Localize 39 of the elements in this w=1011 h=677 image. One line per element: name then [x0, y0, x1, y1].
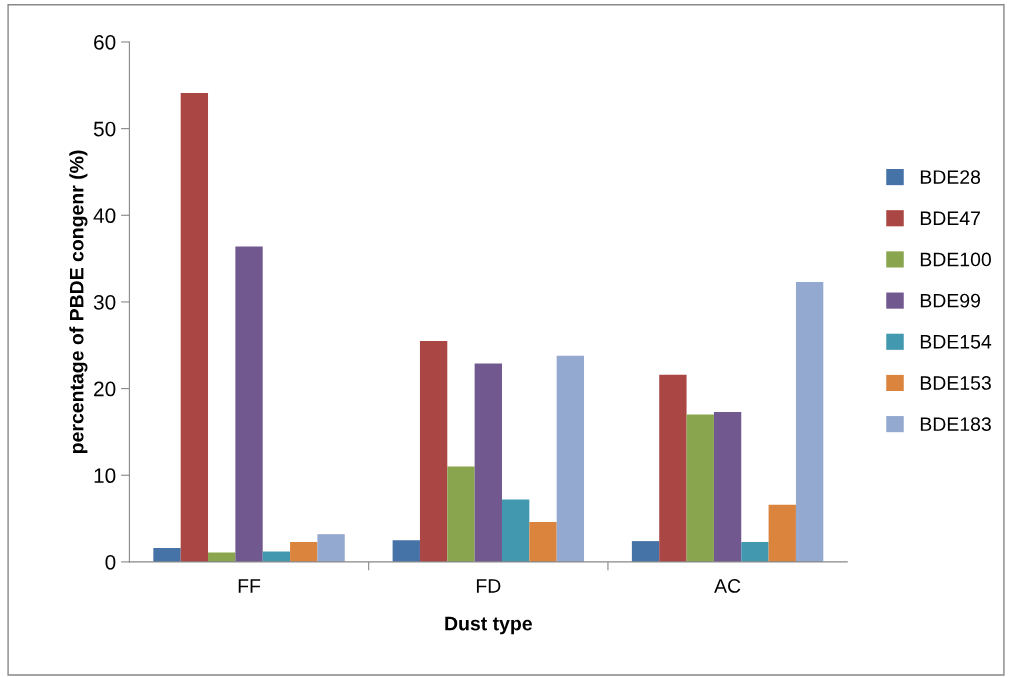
bar: [529, 522, 557, 562]
bar: [208, 552, 236, 562]
x-tick-label: FD: [476, 579, 501, 593]
y-tick-label: 40: [93, 208, 116, 224]
x-tick-label: FF: [238, 579, 261, 593]
bar: [631, 541, 660, 562]
bar: [419, 340, 448, 562]
x-axis-title: Dust type: [445, 616, 532, 635]
bar: [741, 541, 769, 562]
bar: [474, 363, 502, 562]
legend-label: BDE153: [920, 376, 991, 390]
bar: [180, 93, 209, 562]
y-tick-label: 50: [93, 121, 116, 137]
legend-label: BDE47: [920, 211, 980, 225]
legend-label: BDE154: [920, 335, 992, 349]
bar: [556, 355, 585, 562]
bar: [795, 282, 824, 562]
bar: [768, 504, 796, 562]
bar: [290, 541, 318, 562]
y-tick-label: 60: [94, 34, 116, 50]
legend-label: BDE183: [920, 417, 991, 432]
bar: [447, 466, 475, 562]
x-tick-label: AC: [714, 579, 741, 593]
y-tick-label: 10: [94, 468, 116, 484]
y-tick-label: 20: [94, 381, 116, 397]
bar: [686, 414, 714, 562]
y-tick-label: 30: [93, 294, 116, 310]
bar: [392, 540, 420, 562]
y-axis-title: percentage of PBDE congenr (%): [69, 150, 88, 453]
legend-label: BDE99: [920, 293, 980, 308]
bar: [713, 412, 742, 562]
y-tick-label: 0: [105, 554, 116, 570]
bar: [501, 499, 530, 562]
bar: [659, 374, 687, 562]
legend-label: BDE28: [920, 170, 981, 184]
bar: [317, 534, 345, 562]
bar: [153, 548, 181, 562]
bar: [235, 246, 263, 562]
legend-label: BDE100: [920, 252, 991, 267]
